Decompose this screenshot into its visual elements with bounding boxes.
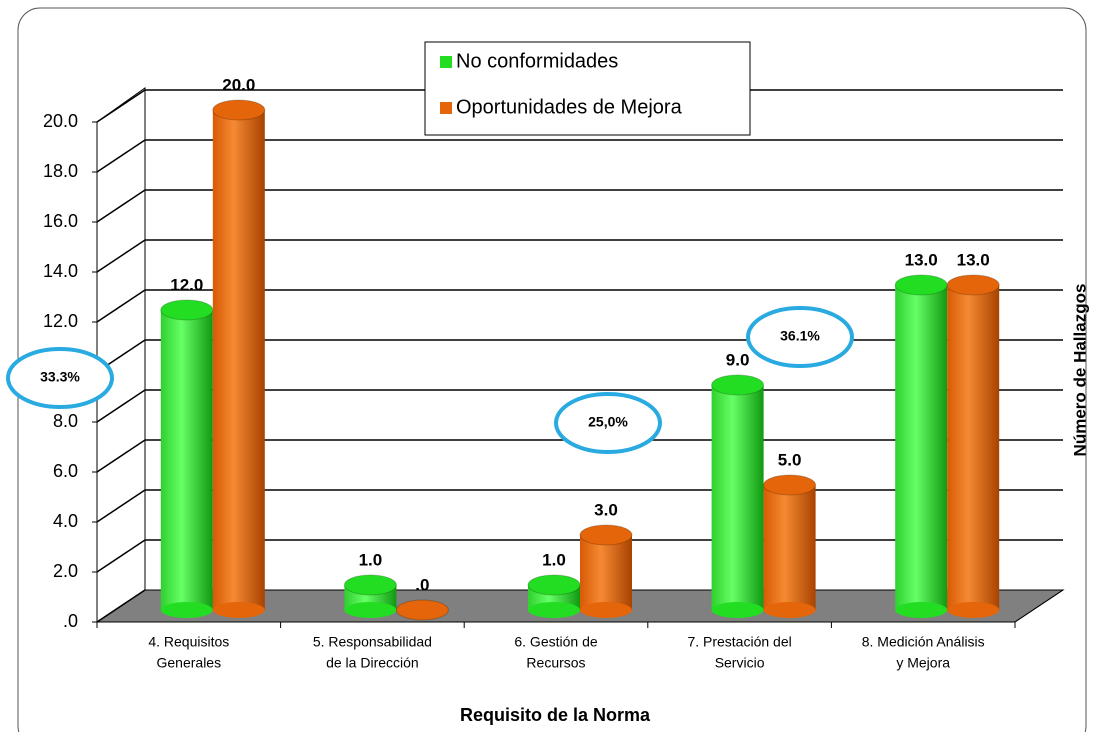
bar-base bbox=[711, 602, 764, 618]
y-tick-label: 2.0 bbox=[53, 561, 78, 581]
bar-body bbox=[711, 385, 764, 610]
y-tick-label: 18.0 bbox=[43, 161, 78, 181]
y-tick-label: 12.0 bbox=[43, 311, 78, 331]
floor-edge bbox=[1014, 589, 1064, 623]
annotation: 33.3% bbox=[40, 369, 80, 385]
bar-base bbox=[947, 602, 1000, 618]
y-tick-label: 4.0 bbox=[53, 511, 78, 531]
bar-body bbox=[580, 535, 632, 610]
x-tick-label: 5. Responsabilidad bbox=[313, 634, 432, 650]
grid-line bbox=[96, 589, 146, 623]
grid-line bbox=[96, 389, 146, 423]
value-label: 5.0 bbox=[778, 450, 802, 469]
grid-line bbox=[96, 189, 146, 223]
bar-base bbox=[528, 602, 580, 618]
x-tick-label: 7. Prestación del bbox=[687, 634, 791, 650]
bar-body bbox=[947, 285, 1000, 610]
y-tick-label: 6.0 bbox=[53, 461, 78, 481]
bar bbox=[763, 474, 817, 618]
grid-line bbox=[96, 89, 146, 123]
y-tick-label: 14.0 bbox=[43, 261, 78, 281]
y-tick-label: 8.0 bbox=[53, 411, 78, 431]
y-axis-title: Número de Hallazgos bbox=[1070, 284, 1089, 457]
annotation-ellipse bbox=[6, 347, 114, 409]
grid-line bbox=[96, 239, 146, 273]
value-label: .0 bbox=[415, 575, 429, 594]
x-tick-label: Servicio bbox=[715, 655, 765, 671]
bar-base bbox=[212, 602, 265, 618]
bar-body bbox=[160, 310, 213, 610]
value-label: 20.0 bbox=[222, 75, 255, 94]
bar bbox=[579, 524, 633, 618]
value-label: 1.0 bbox=[542, 550, 566, 569]
bar-base bbox=[580, 602, 632, 618]
value-label: 3.0 bbox=[594, 500, 618, 519]
x-tick-label: 8. Medición Análisis bbox=[862, 634, 985, 650]
annotation-ellipse bbox=[554, 392, 662, 454]
x-tick-label: y Mejora bbox=[896, 655, 950, 671]
bar-top bbox=[894, 274, 948, 296]
bar bbox=[160, 299, 214, 618]
annotation: 36.1% bbox=[780, 328, 820, 344]
x-tick-label: de la Dirección bbox=[326, 655, 419, 671]
bar-top bbox=[946, 274, 1000, 296]
bar bbox=[343, 574, 397, 618]
annotation: 25,0% bbox=[588, 414, 628, 430]
bar-top bbox=[212, 99, 266, 121]
y-tick-label: 16.0 bbox=[43, 211, 78, 231]
legend-label: No conformidades bbox=[456, 50, 618, 72]
legend-label: Oportunidades de Mejora bbox=[456, 96, 683, 118]
legend-swatch bbox=[440, 102, 452, 114]
bar bbox=[527, 574, 581, 618]
grid-line bbox=[96, 489, 146, 523]
bar bbox=[395, 599, 449, 621]
bar-body bbox=[895, 285, 948, 610]
y-tick-label: 20.0 bbox=[43, 111, 78, 131]
x-axis-title: Requisito de la Norma bbox=[460, 705, 651, 725]
bar-top bbox=[395, 599, 449, 621]
bar-top bbox=[763, 474, 817, 496]
x-tick-label: Generales bbox=[157, 655, 222, 671]
bar-base bbox=[160, 602, 213, 618]
bar-top bbox=[579, 524, 633, 546]
bar bbox=[946, 274, 1000, 618]
bar bbox=[711, 374, 765, 618]
legend bbox=[424, 41, 751, 136]
bar-top bbox=[527, 574, 581, 596]
value-label: 1.0 bbox=[359, 550, 383, 569]
grid-line bbox=[96, 539, 146, 573]
value-label: 13.0 bbox=[957, 250, 990, 269]
value-label: 12.0 bbox=[170, 275, 203, 294]
bar bbox=[212, 99, 266, 618]
legend-swatch bbox=[440, 56, 452, 68]
grid-line bbox=[96, 289, 146, 323]
value-label: 13.0 bbox=[905, 250, 938, 269]
value-label: 9.0 bbox=[726, 350, 750, 369]
bar-base bbox=[763, 602, 816, 618]
bar-base bbox=[344, 602, 397, 618]
y-tick-label: .0 bbox=[63, 611, 78, 631]
x-tick-label: 6. Gestión de bbox=[514, 634, 597, 650]
bar-top bbox=[711, 374, 765, 396]
annotation-ellipse bbox=[746, 306, 854, 368]
bar-top bbox=[343, 574, 397, 596]
x-tick-label: Recursos bbox=[526, 655, 585, 671]
x-tick-label: 4. Requisitos bbox=[148, 634, 229, 650]
bar bbox=[894, 274, 948, 618]
bar-body bbox=[763, 485, 816, 610]
grid-line bbox=[96, 439, 146, 473]
bar-base bbox=[895, 602, 948, 618]
bar-top bbox=[160, 299, 214, 321]
grid-line bbox=[96, 139, 146, 173]
bar-body bbox=[212, 110, 265, 610]
